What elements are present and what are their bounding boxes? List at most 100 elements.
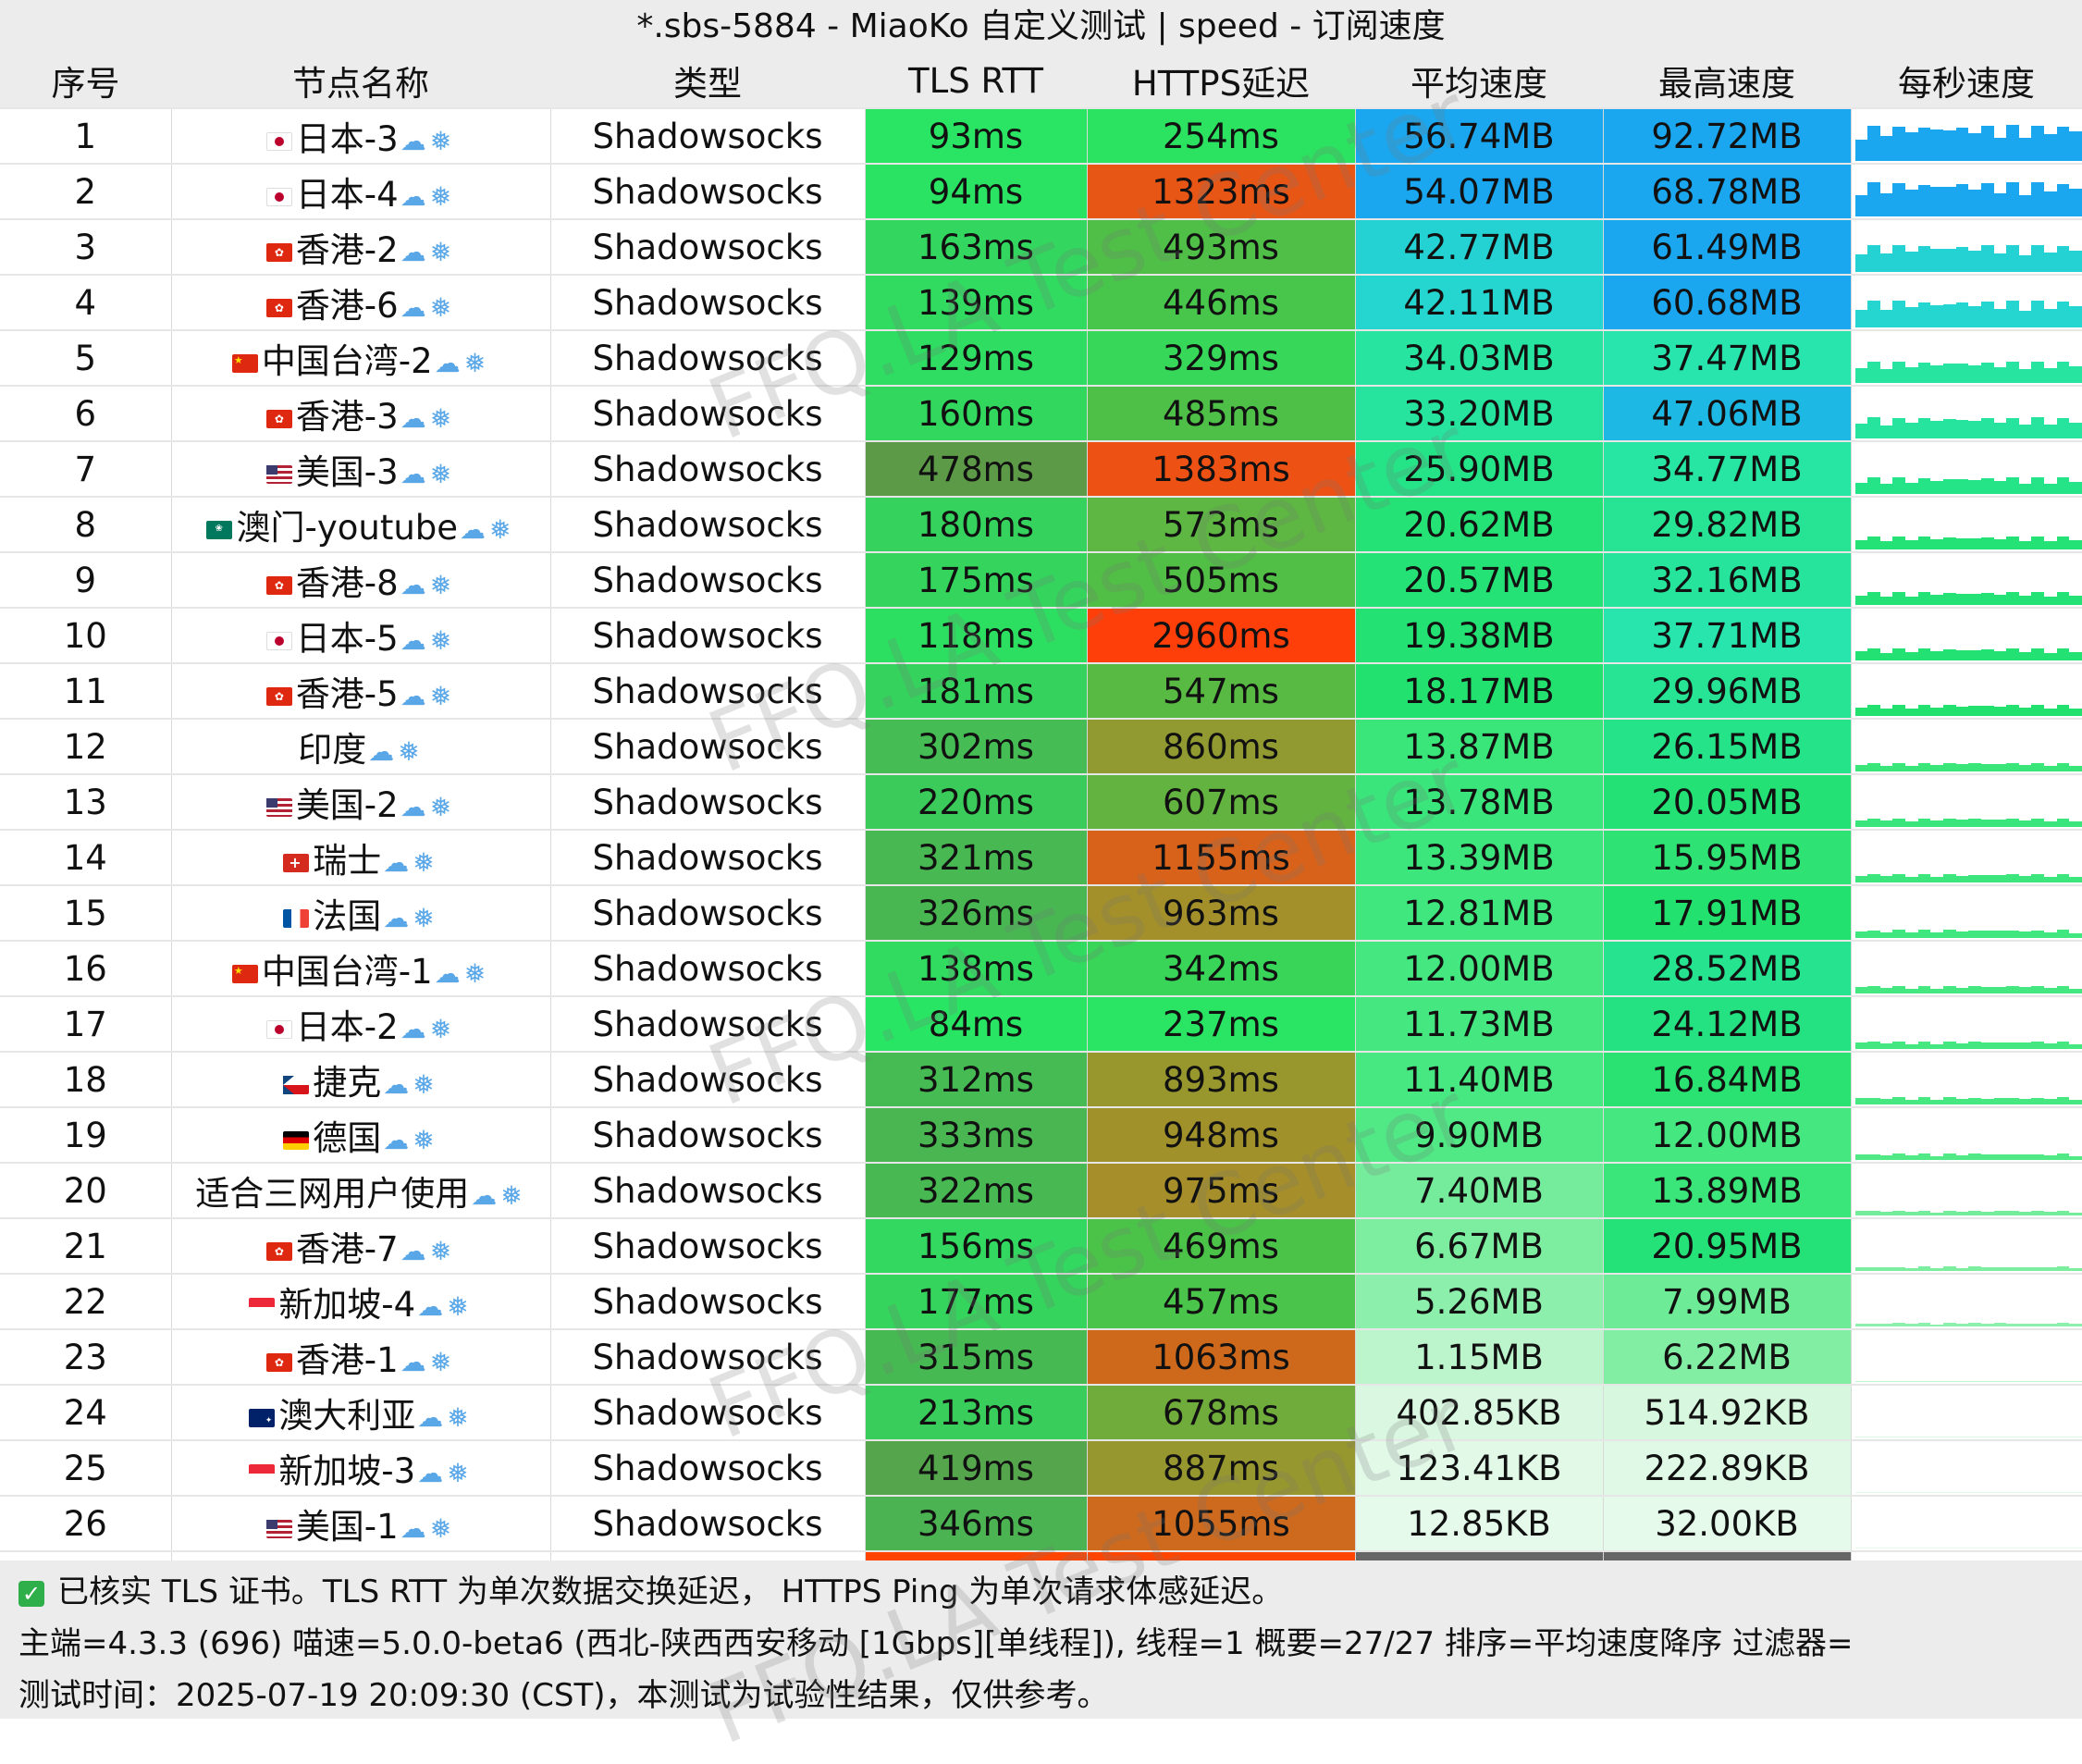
max-speed-cell: 47.06MB [1603,386,1851,441]
row-index: 9 [0,552,171,608]
sparkline-bar [1855,931,1868,938]
sparkline-bar [2031,245,2044,272]
sparkline-bar [2019,820,2032,827]
https-latency-cell: 493ms [1087,219,1355,275]
sparkline-bar [1981,1381,1994,1382]
per-second-speed-sparkline [1851,885,2082,941]
sparkline-bar [1968,594,1981,605]
sparkline-bar [1892,1492,1905,1493]
sparkline-bar [1867,1042,1880,1049]
cloud-tag-icon: ☁❅ [383,847,437,878]
sparkline-bar [1867,1381,1880,1382]
sparkline-bar [1968,819,1981,827]
sparkline-bar [1880,932,1893,938]
sparkline [1855,1445,2082,1493]
sparkline-bar [1968,133,1981,161]
col-header-type[interactable]: 类型 [550,54,865,108]
node-type: Shadowsocks [550,608,865,663]
sparkline [1855,557,2082,605]
https-latency-cell: 342ms [1087,941,1355,996]
sparkline-bar [2006,477,2019,494]
sparkline-bar [1943,1492,1956,1493]
col-header-max-speed[interactable]: 最高速度 [1603,54,1851,108]
sparkline-bar [1905,821,1918,827]
col-header-node-name[interactable]: 节点名称 [171,54,550,108]
sparkline-bar [1968,1492,1981,1493]
sparkline-bar [1867,592,1880,605]
sparkline-bar [1930,651,1943,660]
col-header-tls-rtt[interactable]: TLS RTT [865,54,1087,108]
sparkline-bar [2019,541,2032,549]
max-speed-cell: 34.77MB [1603,441,1851,497]
sparkline-bar [1918,363,1931,383]
https-latency-cell: 893ms [1087,1052,1355,1107]
row-index: 13 [0,774,171,830]
flag-us-icon [266,465,292,484]
sparkline [1855,612,2082,660]
sparkline-bar [2057,302,2070,327]
sparkline-bar [2031,126,2044,161]
sparkline [1855,723,2082,771]
footer-line-test-time: 测试时间：2025-07-19 20:09:30 (CST)，本测试为试验性结果… [18,1670,1109,1715]
sparkline-bar [1994,1381,2007,1382]
sparkline-bar [2031,592,2044,605]
col-header-https-latency[interactable]: HTTPS延迟 [1087,54,1355,108]
sparkline-bar [1855,708,1868,716]
sparkline-bar [1918,1042,1931,1049]
cloud-tag-icon: ☁❅ [400,681,455,711]
sparkline-bar [1981,126,1994,161]
sparkline-bar [2031,1324,2044,1326]
sparkline-bar [2044,932,2057,938]
sparkline-bar [2006,1492,2019,1493]
sparkline-bar [1855,424,1868,438]
col-header-avg-speed[interactable]: 平均速度 [1355,54,1603,108]
node-type: Shadowsocks [550,330,865,386]
node-name-cell: 法国☁❅ [171,885,550,941]
col-header-per-second-speed[interactable]: 每秒速度 [1851,54,2082,108]
sparkline-bar [1930,877,1943,882]
col-header-index[interactable]: 序号 [0,54,171,108]
node-type: Shadowsocks [550,663,865,719]
sparkline-bar [1981,1324,1994,1326]
tls-rtt-cell: 84ms [865,996,1087,1052]
sparkline-bar [1930,130,1943,161]
per-second-speed-sparkline [1851,774,2082,830]
sparkline-bar [1956,538,1969,549]
sparkline-bar [1930,1325,1943,1326]
sparkline-bar [1855,1492,1868,1493]
sparkline-bar [1880,820,1893,827]
avg-speed-cell: 54.07MB [1355,164,1603,219]
node-type: Shadowsocks [550,441,865,497]
sparkline-bar [1867,819,1880,827]
sparkline-bar [1968,538,1981,549]
sparkline-bar [1880,597,1893,605]
max-speed-cell: 20.05MB [1603,774,1851,830]
flag-ch-icon: + [283,854,309,872]
